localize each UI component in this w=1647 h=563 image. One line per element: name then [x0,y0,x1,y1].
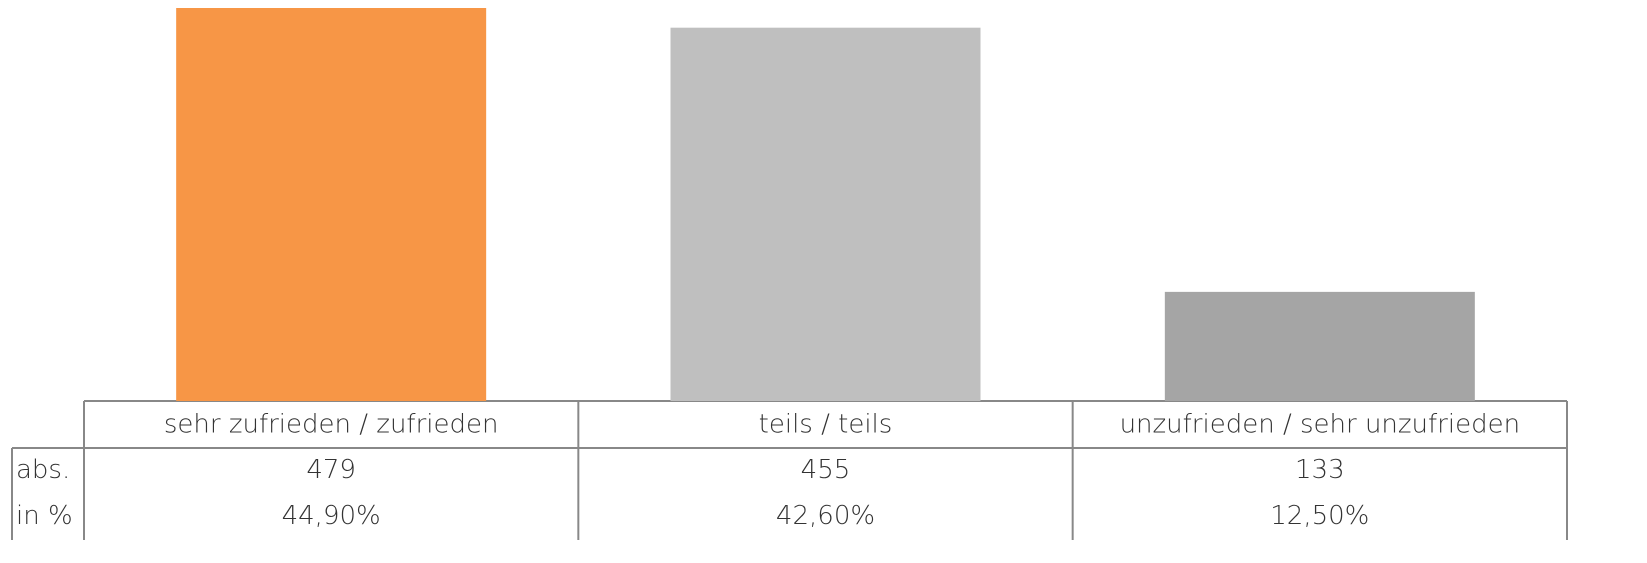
category-label: teils / teils [759,410,893,440]
table-value: 42,60% [776,501,875,531]
table-value: 44,90% [282,501,381,531]
table-value: 455 [801,455,851,485]
bar [670,27,981,402]
bar [176,8,487,401]
row-label: abs. [16,455,70,485]
row-label: in % [16,501,73,531]
table-value: 133 [1295,455,1345,485]
bar [1164,291,1475,401]
category-label: sehr zufrieden / zufrieden [164,410,499,440]
table-value: 12,50% [1270,501,1369,531]
table-value: 479 [306,455,356,485]
category-label: unzufrieden / sehr unzufrieden [1120,410,1521,440]
